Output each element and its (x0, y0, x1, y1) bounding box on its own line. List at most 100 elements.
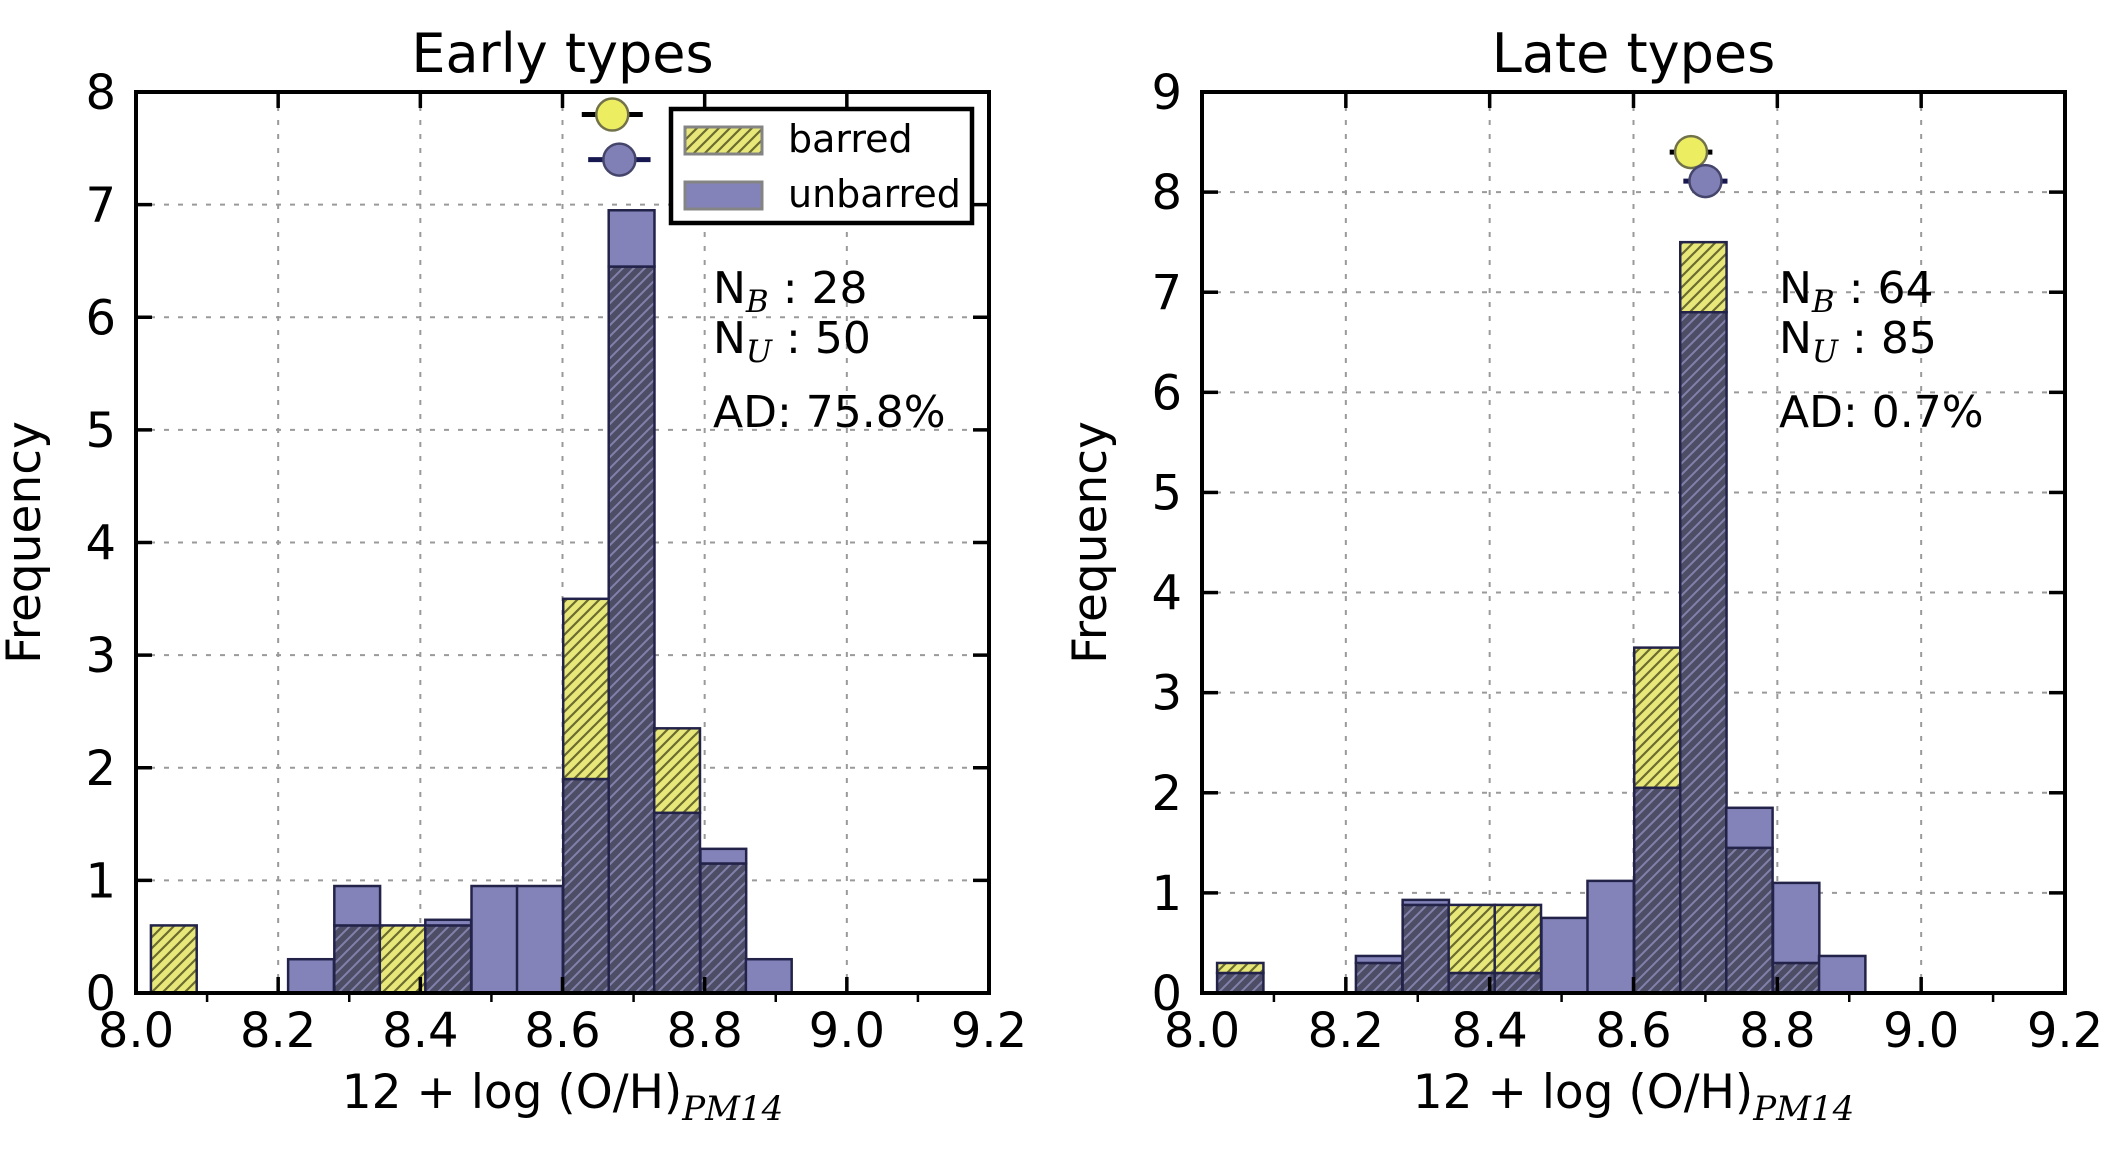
y-axis-label: Frequency (0, 421, 52, 664)
bar-unbarred-segment (288, 959, 334, 993)
y-tick-label: 9 (1151, 65, 1182, 121)
legend-swatch-edge (683, 125, 764, 156)
bar-unbarred-segment (517, 886, 563, 993)
bar-overlap-segment-hatch (700, 863, 747, 993)
bar-overlap-segment-hatch (1634, 787, 1681, 993)
stat-label: AD: 75.8% (713, 387, 946, 438)
stat-label: N (713, 263, 746, 314)
bar-barred-segment-hatch (150, 925, 197, 993)
stat-label: N (713, 313, 746, 364)
bar-overlap-segment-hatch (1448, 972, 1495, 993)
stat-annotation: AD: 75.8% (713, 387, 946, 438)
y-tick-label: 3 (1151, 666, 1182, 722)
stat-subscript: U (746, 334, 773, 370)
bar-overlap-segment-hatch (1217, 972, 1264, 993)
x-tick-label: 9.0 (1883, 1003, 1959, 1059)
x-tick-label: 9.2 (951, 1003, 1027, 1059)
ticks (134, 90, 991, 1002)
y-tick-label: 4 (1151, 566, 1182, 622)
stat-annotation: NU : 85 (1779, 313, 1937, 370)
y-tick-label: 0 (85, 966, 116, 1022)
stat-value: : 28 (769, 263, 868, 314)
bar-barred-segment-hatch (1680, 242, 1727, 313)
gridlines (136, 92, 989, 993)
gridlines (1202, 92, 2065, 993)
stat-value: : 64 (1835, 263, 1934, 314)
bar-overlap-segment-hatch (1494, 972, 1542, 993)
bar-unbarred-segment (1587, 880, 1634, 993)
bar-barred-segment-edge (1215, 961, 1265, 975)
bar-overlap-segment-hatch (1773, 962, 1820, 993)
bar-unbarred-segment-edge (607, 209, 656, 268)
x-tick-label: 9.0 (809, 1003, 885, 1059)
bar-overlap-segment-hatch (608, 266, 655, 994)
bar-unbarred-segment-edge (1725, 806, 1774, 850)
x-axis-label: 12 + log (O/H)PM14 (1413, 1065, 1854, 1129)
bar-overlap-segment-hatch (1726, 847, 1773, 993)
stat-value: : 85 (1838, 313, 1937, 364)
x-axis-label-main: 12 + log (O/H) (1413, 1065, 1754, 1120)
bar-unbarred-segment (1773, 882, 1820, 963)
x-tick-label: 8.4 (1451, 1003, 1527, 1059)
y-tick-label: 0 (1151, 966, 1182, 1022)
y-tick-label: 1 (85, 853, 116, 909)
ticks (1200, 90, 2067, 1002)
bar-overlap-segment-hatch (1402, 904, 1449, 993)
x-axis-label-subscript: PM14 (681, 1089, 783, 1129)
bar-barred-segment-hatch (1634, 647, 1681, 788)
y-tick-label: 3 (85, 628, 116, 684)
x-tick-label: 8.0 (98, 1003, 174, 1059)
stat-annotation: NB : 64 (1779, 263, 1934, 320)
bar-overlap-segment-hatch (334, 925, 381, 993)
x-axis-label: 12 + log (O/H)PM14 (342, 1065, 783, 1129)
bar-unbarred-segment (1355, 955, 1403, 963)
bar-barred-segment-hatch (1494, 904, 1542, 973)
stat-annotation: AD: 0.7% (1779, 387, 1984, 438)
x-tick-label: 8.2 (1308, 1003, 1384, 1059)
y-tick-label: 7 (85, 178, 116, 234)
panel-early-types: 8.0 8.2 8.4 8.6 8.8 9.0 9.2 0 1 2 3 4 5 6 7 8 Early type… (0, 22, 1027, 1129)
barred-median-marker (1673, 134, 1709, 170)
x-tick-label: 8.6 (1595, 1003, 1671, 1059)
panel-title: Early types (411, 22, 713, 85)
stat-value: : 50 (772, 313, 871, 364)
bar-unbarred-segment-edge (333, 884, 382, 927)
histogram-bars (1215, 240, 1867, 995)
bar-overlap-segment-hatch (563, 779, 609, 993)
bar-unbarred-segment (1402, 899, 1449, 905)
bar-barred-segment-hatch (563, 598, 609, 780)
legend-label-barred: barred (788, 117, 913, 161)
barred-median-marker (595, 97, 630, 132)
y-tick-label: 5 (1151, 465, 1182, 521)
bar-unbarred-segment (608, 210, 655, 267)
x-tick-label: 8.8 (666, 1003, 742, 1059)
y-tick-label: 1 (1151, 866, 1182, 922)
legend: barred unbarred (668, 106, 975, 226)
y-tick-label: 4 (85, 516, 116, 572)
x-axis-label-main: 12 + log (O/H) (342, 1065, 683, 1120)
bar-barred-segment-hatch (1448, 904, 1495, 973)
y-tick-label: 6 (85, 290, 116, 346)
bar-unbarred-segment-edge (699, 847, 748, 865)
x-tick-label: 8.2 (240, 1003, 316, 1059)
bar-unbarred-segment (1541, 917, 1588, 993)
bar-unbarred-segment (1819, 955, 1866, 993)
legend-swatch-edge (683, 180, 764, 211)
histogram-bars (149, 209, 793, 995)
bar-unbarred-segment (471, 886, 518, 993)
y-tick-label: 8 (1151, 165, 1182, 221)
bar-barred-segment-edge (652, 727, 702, 815)
bar-unbarred-segment-edge (1401, 898, 1451, 907)
stat-subscript: B (745, 284, 769, 320)
unbarred-median-marker (1688, 163, 1723, 199)
y-tick-label: 7 (1151, 265, 1182, 321)
unbarred-median-marker (602, 142, 637, 177)
y-axis-label: Frequency (1063, 421, 1118, 664)
x-tick-label: 8.8 (1739, 1003, 1815, 1059)
bar-overlap-segment-hatch (425, 925, 472, 993)
x-tick-label: 8.4 (382, 1003, 458, 1059)
bar-overlap-segment-hatch (1680, 312, 1727, 993)
bar-unbarred-segment (700, 848, 747, 864)
